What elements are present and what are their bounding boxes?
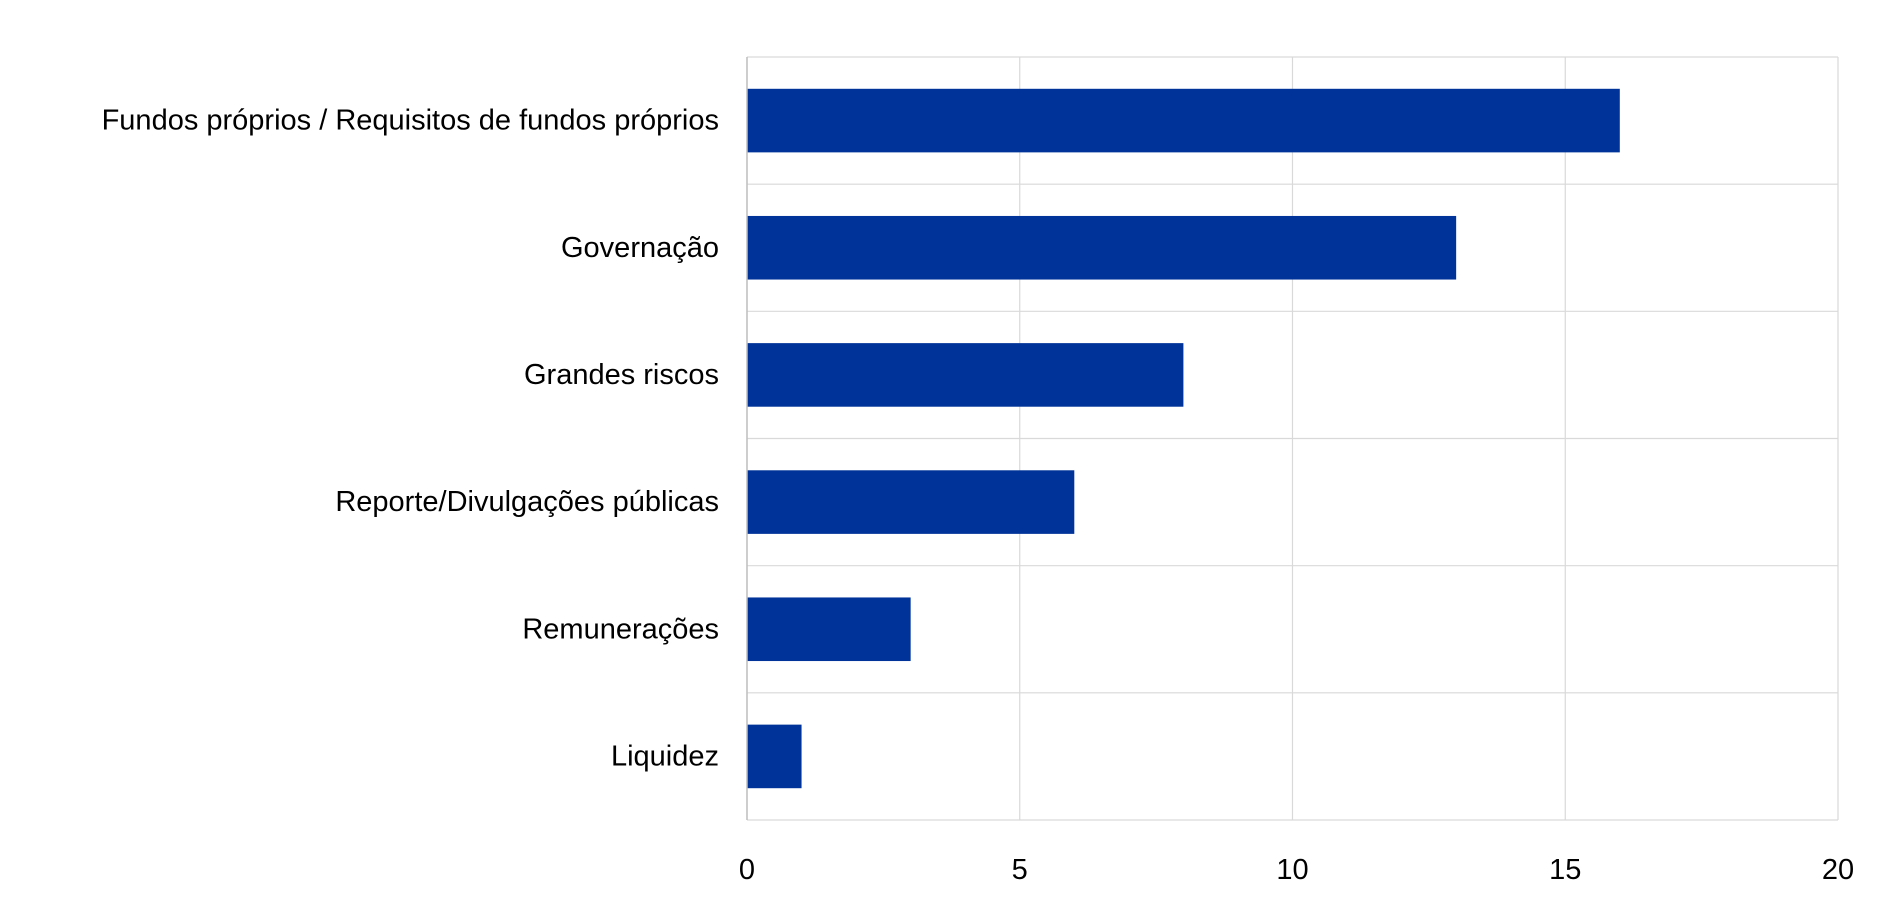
x-tick-label-2: 10 [1276, 854, 1308, 886]
bar-0 [747, 88, 1620, 153]
category-label-3: Reporte/Divulgações públicas [335, 486, 719, 518]
grid-lines [746, 56, 1839, 821]
category-labels: Fundos próprios / Requisitos de fundos p… [102, 105, 719, 773]
bar-3 [747, 470, 1075, 534]
category-label-0: Fundos próprios / Requisitos de fundos p… [102, 105, 719, 137]
x-tick-label-1: 5 [1012, 854, 1028, 886]
bar-2 [747, 343, 1184, 407]
x-tick-label-3: 15 [1549, 854, 1581, 886]
category-label-1: Governação [561, 232, 719, 264]
category-label-5: Liquidez [611, 740, 719, 772]
bar-5 [747, 724, 802, 789]
bar-1 [747, 215, 1457, 280]
bar-4 [747, 597, 911, 662]
category-label-4: Remunerações [522, 613, 719, 645]
x-tick-label-4: 20 [1822, 854, 1854, 886]
x-tick-label-0: 0 [739, 854, 755, 886]
bars [747, 88, 1620, 789]
category-label-2: Grandes riscos [524, 359, 719, 391]
x-tick-labels: 0 5 10 15 20 [739, 854, 1854, 886]
